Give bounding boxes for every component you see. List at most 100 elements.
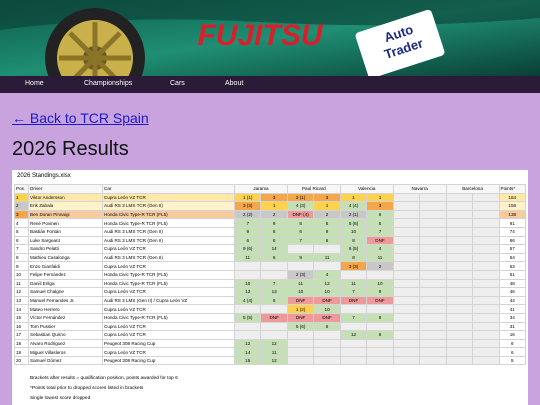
points: 34 xyxy=(498,312,527,323)
result xyxy=(472,252,500,263)
result: 8 xyxy=(286,218,315,228)
result xyxy=(366,269,394,280)
header-row: Pos. Driver Car Jarama Paul Ricard Valencia Na… xyxy=(14,184,527,194)
driver: Mathieu Casalonga xyxy=(28,252,103,263)
result xyxy=(445,192,474,203)
points: 138 xyxy=(498,209,527,220)
result: 2 xyxy=(366,261,394,271)
result: 4 (4) xyxy=(339,201,368,211)
result xyxy=(445,321,474,332)
note: Brackets after results = qualification p… xyxy=(30,376,178,381)
driver: Samuel Chalgne xyxy=(28,287,103,297)
result xyxy=(286,330,315,340)
result xyxy=(260,321,288,332)
result xyxy=(445,330,474,340)
result xyxy=(472,209,500,220)
result: 7 xyxy=(339,312,368,323)
result xyxy=(419,252,447,263)
driver-row: 5 Bastián Fontán Audi RS 3 LMS TCR (Gen II… xyxy=(14,226,527,237)
result xyxy=(392,218,421,228)
result xyxy=(366,338,394,349)
result xyxy=(472,226,500,237)
result xyxy=(313,338,341,349)
result xyxy=(419,192,447,203)
result: 14 xyxy=(260,244,288,254)
result xyxy=(339,269,368,280)
position: 17 xyxy=(14,330,29,340)
result xyxy=(233,304,262,314)
result: 12 xyxy=(339,330,368,340)
result xyxy=(419,218,447,228)
driver: Alvaro Rodriguez xyxy=(28,338,103,349)
driver: Sandro Pelatti xyxy=(28,244,103,254)
position: 10 xyxy=(14,269,29,280)
driver: Tom Pussier xyxy=(28,321,103,332)
result xyxy=(392,209,421,220)
result: 9 xyxy=(233,226,262,237)
result xyxy=(392,355,421,366)
result xyxy=(472,287,500,297)
result: 4 xyxy=(366,244,394,254)
result xyxy=(472,321,500,332)
result: 11 xyxy=(286,278,315,289)
result xyxy=(313,347,341,357)
nav-link[interactable]: Cars xyxy=(170,80,185,87)
result: 1 (1) xyxy=(233,192,262,203)
position: 20 xyxy=(14,355,29,366)
driver: Manuel Fernandes Jr. xyxy=(28,295,103,306)
car: Honda Civic Type-R TCR (FL5) xyxy=(102,312,235,323)
result: 6 xyxy=(260,295,288,306)
result xyxy=(366,355,394,366)
result: DNF xyxy=(366,295,394,306)
driver-row: 19 Miguel Villasleros Cupra León VZ TCR 14 1… xyxy=(14,347,527,357)
points: 74 xyxy=(498,226,527,237)
result xyxy=(366,321,394,332)
result: 8 xyxy=(339,235,368,246)
car: Cupra León VZ TCR xyxy=(102,330,235,340)
result: 5 xyxy=(313,218,341,228)
result xyxy=(392,261,421,271)
driver-row: 13 Manuel Fernandes Jr. Audi RS 3 LMS (Gen… xyxy=(14,295,527,306)
points: 53 xyxy=(498,261,527,271)
car: Honda Civic Type-R TCR (FL5) xyxy=(102,269,235,280)
column-header: Driver xyxy=(28,184,103,194)
result xyxy=(445,347,474,357)
car: Honda Civic Type-R TCR (FL5) xyxy=(102,218,235,228)
result: 10 xyxy=(313,287,341,297)
result xyxy=(445,218,474,228)
result xyxy=(260,261,288,271)
result xyxy=(445,355,474,366)
nav-link[interactable]: Championships xyxy=(84,80,133,87)
driver-row: 2 Erik Zabala Audi RS 3 LMS TCR (Gen II) 3 … xyxy=(14,201,527,211)
position: 15 xyxy=(14,312,29,323)
result: 3 xyxy=(366,201,394,211)
result xyxy=(472,330,500,340)
result: 2 (2) xyxy=(233,209,262,220)
position: 3 xyxy=(14,209,29,220)
result xyxy=(339,347,368,357)
back-link[interactable]: ← Back to TCR Spain xyxy=(12,110,149,126)
result: 11 xyxy=(233,252,262,263)
driver: Mateo Herrero xyxy=(28,304,103,314)
result: 1 xyxy=(313,201,341,211)
result xyxy=(419,295,447,306)
car: Honda Civic Type-R TCR (FL5) xyxy=(102,209,235,220)
result xyxy=(445,278,474,289)
result: 4 xyxy=(313,269,341,280)
driver-row: 8 Mathieu Casalonga Audi RS 3 LMS TCR (Gen… xyxy=(14,252,527,263)
round-header: Navarra xyxy=(392,184,447,194)
car: Audi RS 3 LMS TCR (Gen II) xyxy=(102,235,235,246)
points: 156 xyxy=(498,201,527,211)
driver-row: 16 Tom Pussier Cupra León VZ TCR 5 (6) 6 31 xyxy=(14,321,527,332)
result: 3 xyxy=(313,192,341,203)
result: 5 xyxy=(366,218,394,228)
nav-link[interactable]: Home xyxy=(25,80,44,87)
round-header: Jarama xyxy=(234,184,288,194)
result xyxy=(392,330,421,340)
result xyxy=(419,261,447,271)
nav-link[interactable]: About xyxy=(225,80,244,87)
result: 8 xyxy=(260,235,288,246)
result: 5 (6) xyxy=(286,321,315,332)
result xyxy=(260,330,288,340)
result xyxy=(472,312,500,323)
